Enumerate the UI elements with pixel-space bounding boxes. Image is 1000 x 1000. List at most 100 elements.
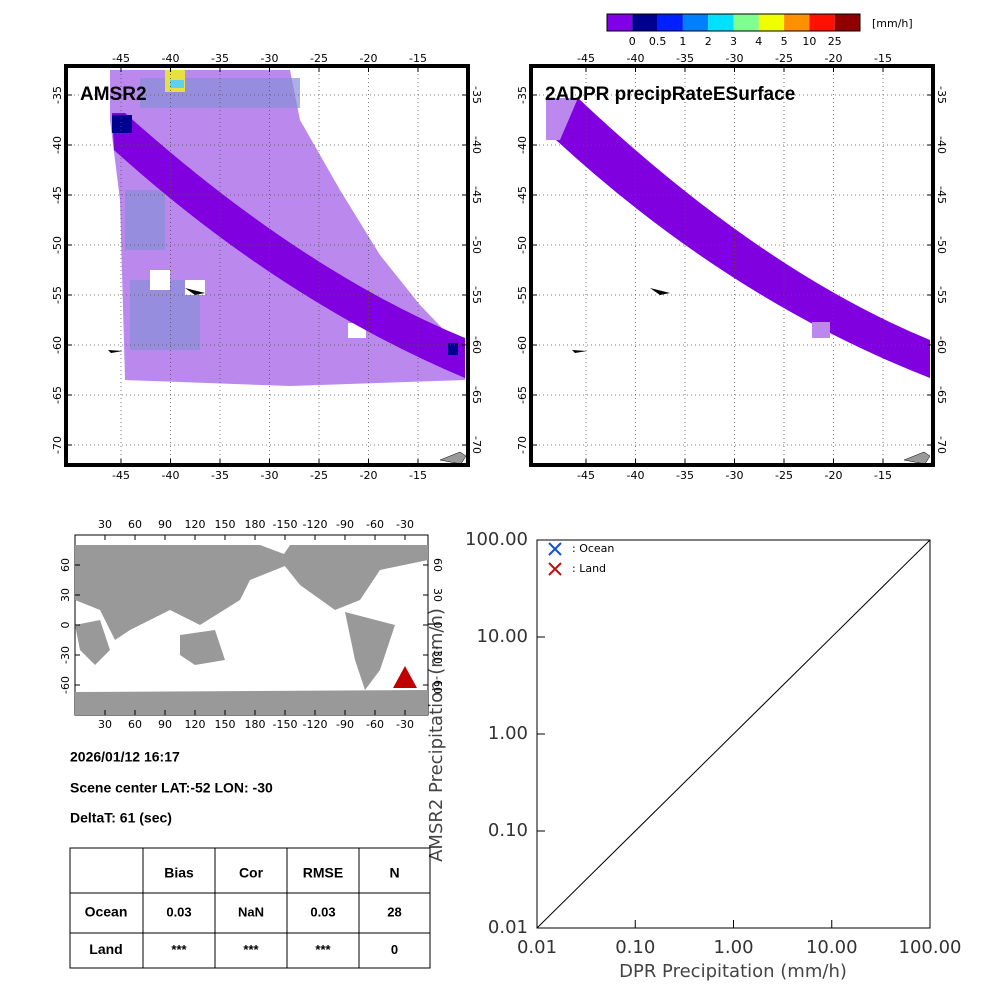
lon-tick-label: -20: [360, 469, 378, 482]
table-cell: 0.03: [166, 904, 191, 919]
lat-tick-label: -55: [51, 286, 64, 304]
delta-t: DeltaT: 61 (sec): [70, 810, 172, 826]
colorbar-box: [809, 14, 835, 31]
lat-tick-label: -60: [516, 336, 529, 354]
lon-tick-label: -20: [825, 52, 843, 65]
patch: [448, 343, 458, 355]
lat-tick-label: -70: [516, 436, 529, 454]
land: [280, 545, 428, 610]
land: [180, 630, 225, 665]
island: [572, 350, 587, 353]
lat-tick-label: -50: [516, 236, 529, 254]
lon-tick-label: -30: [396, 718, 414, 731]
row-label: Ocean: [85, 904, 128, 920]
lon-tick-label: -15: [409, 469, 427, 482]
table-cell: 0.03: [310, 904, 335, 919]
lat-tick-label: -45: [516, 186, 529, 204]
table-header: Bias: [164, 865, 194, 881]
colorbar-label: 10: [802, 35, 816, 48]
lat-tick-label: 30: [59, 588, 72, 602]
scene-marker: [393, 666, 417, 688]
x-tick-label: 10.00: [806, 937, 858, 958]
table-cell: ***: [315, 942, 331, 957]
lat-tick-label: -60: [59, 676, 72, 694]
lon-tick-label: -30: [726, 469, 744, 482]
lon-tick-label: 30: [98, 518, 112, 531]
land: [345, 612, 395, 690]
lon-tick-label: -35: [211, 469, 229, 482]
lon-tick-label: -20: [360, 52, 378, 65]
colorbar-frame: [606, 13, 861, 32]
lon-tick-label: -90: [336, 718, 354, 731]
map-frame: [64, 64, 470, 467]
lon-tick-label: -30: [261, 469, 279, 482]
lat-tick-label: -35: [51, 86, 64, 104]
lat-tick-label: 0: [431, 622, 444, 629]
lat-tick-label: -40: [516, 136, 529, 154]
lon-tick-label: 60: [128, 518, 142, 531]
lon-tick-label: 120: [185, 518, 206, 531]
legend-marker: [548, 542, 562, 556]
lat-tick-label: -30: [431, 646, 444, 664]
lat-tick-label: -60: [935, 336, 948, 354]
lat-tick-label: -40: [935, 136, 948, 154]
colorbar-label: 3: [730, 35, 737, 48]
colorbar-box: [733, 14, 759, 31]
lon-tick-label: -25: [775, 469, 793, 482]
x-axis-title: DPR Precipitation (mm/h): [619, 961, 847, 982]
colorbar-label: 4: [755, 35, 762, 48]
scene-center: Scene center LAT:-52 LON: -30: [70, 780, 273, 796]
x-tick-label: 0.10: [615, 937, 655, 958]
map-title: 2ADPR precipRateESurface: [545, 84, 795, 105]
lat-tick-label: -35: [516, 86, 529, 104]
patch: [125, 190, 165, 250]
lat-tick-label: -35: [935, 86, 948, 104]
lon-tick-label: -30: [726, 52, 744, 65]
y-tick-label: 100.00: [465, 529, 528, 550]
lon-tick-label: -30: [261, 52, 279, 65]
lon-tick-label: -40: [162, 469, 180, 482]
lat-tick-label: -70: [51, 436, 64, 454]
patch: [812, 322, 830, 338]
swath-core: [112, 113, 465, 378]
lat-tick-label: 60: [431, 558, 444, 572]
lon-tick-label: -45: [112, 52, 130, 65]
colorbar-box: [607, 14, 633, 31]
lat-tick-label: 60: [59, 558, 72, 572]
lat-tick-label: -30: [59, 646, 72, 664]
y-tick-label: 1.00: [488, 723, 528, 744]
island: [185, 288, 205, 295]
lon-tick-label: 90: [158, 718, 172, 731]
colorbar-label: 25: [828, 35, 842, 48]
colorbar-label: 0: [629, 35, 636, 48]
lat-tick-label: -45: [51, 186, 64, 204]
lon-tick-label: -45: [577, 469, 595, 482]
island: [439, 451, 467, 465]
lat-tick-label: -55: [935, 286, 948, 304]
lon-tick-label: -45: [112, 469, 130, 482]
table-cell: ***: [243, 942, 259, 957]
x-tick-label: 100.00: [899, 937, 962, 958]
lat-tick-label: 30: [431, 588, 444, 602]
island: [650, 288, 670, 295]
datetime: 2026/01/12 16:17: [70, 749, 180, 765]
patch: [170, 80, 184, 88]
lat-tick-label: -45: [935, 186, 948, 204]
lon-tick-label: 150: [215, 718, 236, 731]
map-frame: [529, 64, 935, 467]
x-tick-label: 0.01: [517, 937, 557, 958]
island: [108, 350, 123, 353]
lon-tick-label: -60: [366, 518, 384, 531]
amsr2-field: [108, 70, 467, 465]
legend-marker: [548, 562, 562, 576]
lon-tick-label: -120: [303, 518, 328, 531]
y-tick-label: 10.00: [476, 626, 528, 647]
y-tick-label: 0.01: [488, 917, 528, 938]
patch: [112, 115, 132, 133]
lon-tick-label: -120: [303, 718, 328, 731]
lat-tick-label: -55: [470, 286, 483, 304]
lat-tick-label: -60: [431, 676, 444, 694]
row-label: Land: [89, 941, 122, 957]
lat-tick-label: -50: [470, 236, 483, 254]
lat-tick-label: -45: [470, 186, 483, 204]
